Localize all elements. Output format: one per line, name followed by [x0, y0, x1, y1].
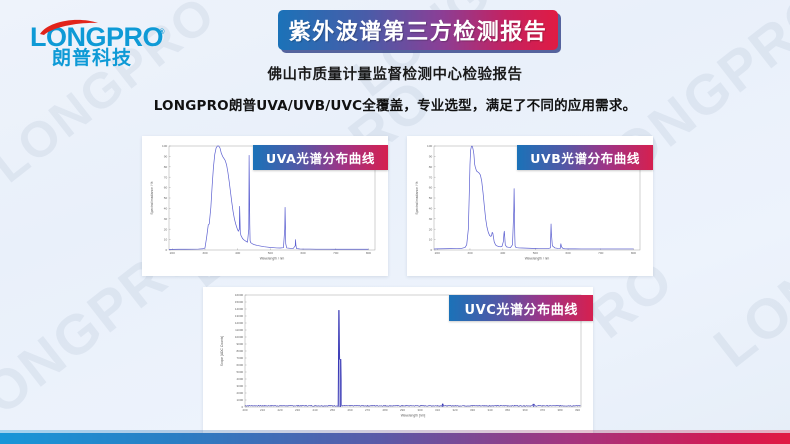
svg-text:210: 210 [260, 408, 265, 412]
footer-bar [0, 433, 790, 444]
svg-text:300: 300 [417, 408, 422, 412]
svg-text:12000: 12000 [235, 321, 244, 325]
svg-text:320: 320 [452, 408, 457, 412]
svg-text:100: 100 [162, 144, 167, 148]
svg-text:Wavelength / nm: Wavelength / nm [525, 257, 550, 261]
svg-text:Scope [ADC Counts]: Scope [ADC Counts] [220, 336, 224, 367]
svg-text:7000: 7000 [237, 356, 244, 360]
svg-text:3000: 3000 [237, 384, 244, 388]
chart-card-uvc: 0 1000 2000 3000 4000 5000 6000 7000 8000 9000 100… [203, 287, 593, 436]
svg-text:15000: 15000 [235, 300, 244, 304]
svg-text:8000: 8000 [237, 349, 244, 353]
svg-text:600: 600 [565, 251, 570, 255]
chart-card-uva: 0 10 20 30 40 50 60 70 80 90 100 200 300 400 500 600 700… [142, 136, 388, 276]
svg-text:60: 60 [429, 186, 433, 190]
svg-text:350: 350 [505, 408, 510, 412]
svg-text:240: 240 [312, 408, 317, 412]
svg-text:0: 0 [165, 248, 167, 252]
svg-text:0: 0 [430, 248, 432, 252]
svg-text:800: 800 [366, 251, 371, 255]
svg-text:100: 100 [427, 144, 432, 148]
svg-text:16000: 16000 [235, 293, 244, 297]
svg-text:370: 370 [540, 408, 545, 412]
svg-text:390: 390 [575, 408, 580, 412]
svg-text:400: 400 [500, 251, 505, 255]
logo-chinese-name: 朗普科技 [52, 47, 133, 69]
svg-text:4000: 4000 [237, 377, 244, 381]
page-title: 紫外波谱第三方检测报告 [288, 20, 548, 45]
svg-text:2000: 2000 [237, 391, 244, 395]
svg-text:200: 200 [170, 251, 175, 255]
svg-text:260: 260 [347, 408, 352, 412]
svg-text:10000: 10000 [235, 335, 244, 339]
company-logo: LONGPRO ® 朗普科技 [26, 16, 166, 68]
svg-text:400: 400 [235, 251, 240, 255]
svg-text:9000: 9000 [237, 342, 244, 346]
svg-text:250: 250 [330, 408, 335, 412]
svg-text:Spectral irradiance / %: Spectral irradiance / % [150, 181, 154, 214]
svg-text:90: 90 [164, 155, 168, 159]
svg-text:330: 330 [470, 408, 475, 412]
svg-text:700: 700 [333, 251, 338, 255]
svg-text:Wavelength / nm: Wavelength / nm [260, 257, 285, 261]
watermark-text: LONGPRO [702, 146, 790, 379]
title-banner: 紫外波谱第三方检测报告 [278, 10, 561, 53]
svg-text:70: 70 [429, 175, 433, 179]
subtitle-primary: 佛山市质量计量监督检测中心检验报告 [267, 67, 523, 83]
svg-text:40: 40 [164, 207, 168, 211]
svg-text:200: 200 [242, 408, 247, 412]
svg-text:80: 80 [164, 165, 168, 169]
svg-text:50: 50 [164, 196, 168, 200]
svg-text:10: 10 [429, 238, 433, 242]
svg-text:Spectral irradiance / %: Spectral irradiance / % [415, 181, 419, 214]
svg-text:800: 800 [631, 251, 636, 255]
chart-badge-uvc: UVC光谱分布曲线 [449, 295, 593, 321]
svg-text:600: 600 [300, 251, 305, 255]
svg-text:200: 200 [435, 251, 440, 255]
svg-text:70: 70 [164, 175, 168, 179]
svg-text:0: 0 [242, 405, 244, 409]
svg-text:340: 340 [487, 408, 492, 412]
svg-text:310: 310 [435, 408, 440, 412]
svg-text:40: 40 [429, 207, 433, 211]
svg-text:360: 360 [522, 408, 527, 412]
registered-mark-icon: ® [159, 29, 165, 36]
svg-text:380: 380 [557, 408, 562, 412]
svg-text:500: 500 [533, 251, 538, 255]
svg-text:11000: 11000 [235, 328, 243, 332]
svg-text:5000: 5000 [237, 370, 244, 374]
chart-badge-uvb: UVB光谱分布曲线 [517, 145, 653, 170]
svg-text:230: 230 [295, 408, 300, 412]
svg-text:20: 20 [164, 227, 168, 231]
svg-text:60: 60 [164, 186, 168, 190]
svg-text:30: 30 [429, 217, 433, 221]
svg-text:14000: 14000 [235, 307, 244, 311]
svg-text:80: 80 [429, 165, 433, 169]
svg-text:20: 20 [429, 227, 433, 231]
svg-text:500: 500 [268, 251, 273, 255]
svg-text:90: 90 [429, 155, 433, 159]
svg-text:13000: 13000 [235, 314, 244, 318]
svg-text:270: 270 [365, 408, 370, 412]
svg-text:6000: 6000 [237, 363, 244, 367]
svg-text:280: 280 [382, 408, 387, 412]
svg-text:300: 300 [202, 251, 207, 255]
svg-text:Wavelength [nm]: Wavelength [nm] [401, 414, 426, 418]
banner-body: 紫外波谱第三方检测报告 [278, 10, 558, 50]
chart-badge-uva: UVA光谱分布曲线 [252, 145, 388, 170]
svg-text:1000: 1000 [237, 398, 244, 402]
chart-card-uvb: 0 10 20 30 40 50 60 70 80 90 100 200 300 400 500 600 700… [407, 136, 653, 276]
red-swoosh-icon [38, 18, 100, 36]
footer-glow [0, 430, 790, 433]
svg-text:50: 50 [429, 196, 433, 200]
svg-text:220: 220 [277, 408, 282, 412]
svg-text:10: 10 [164, 238, 168, 242]
svg-text:700: 700 [598, 251, 603, 255]
subtitle-secondary: LONGPRO朗普UVA/UVB/UVC全覆盖，专业选型，满足了不同的应用需求。 [153, 98, 637, 114]
svg-text:300: 300 [467, 251, 472, 255]
svg-text:290: 290 [400, 408, 405, 412]
svg-text:30: 30 [164, 217, 168, 221]
